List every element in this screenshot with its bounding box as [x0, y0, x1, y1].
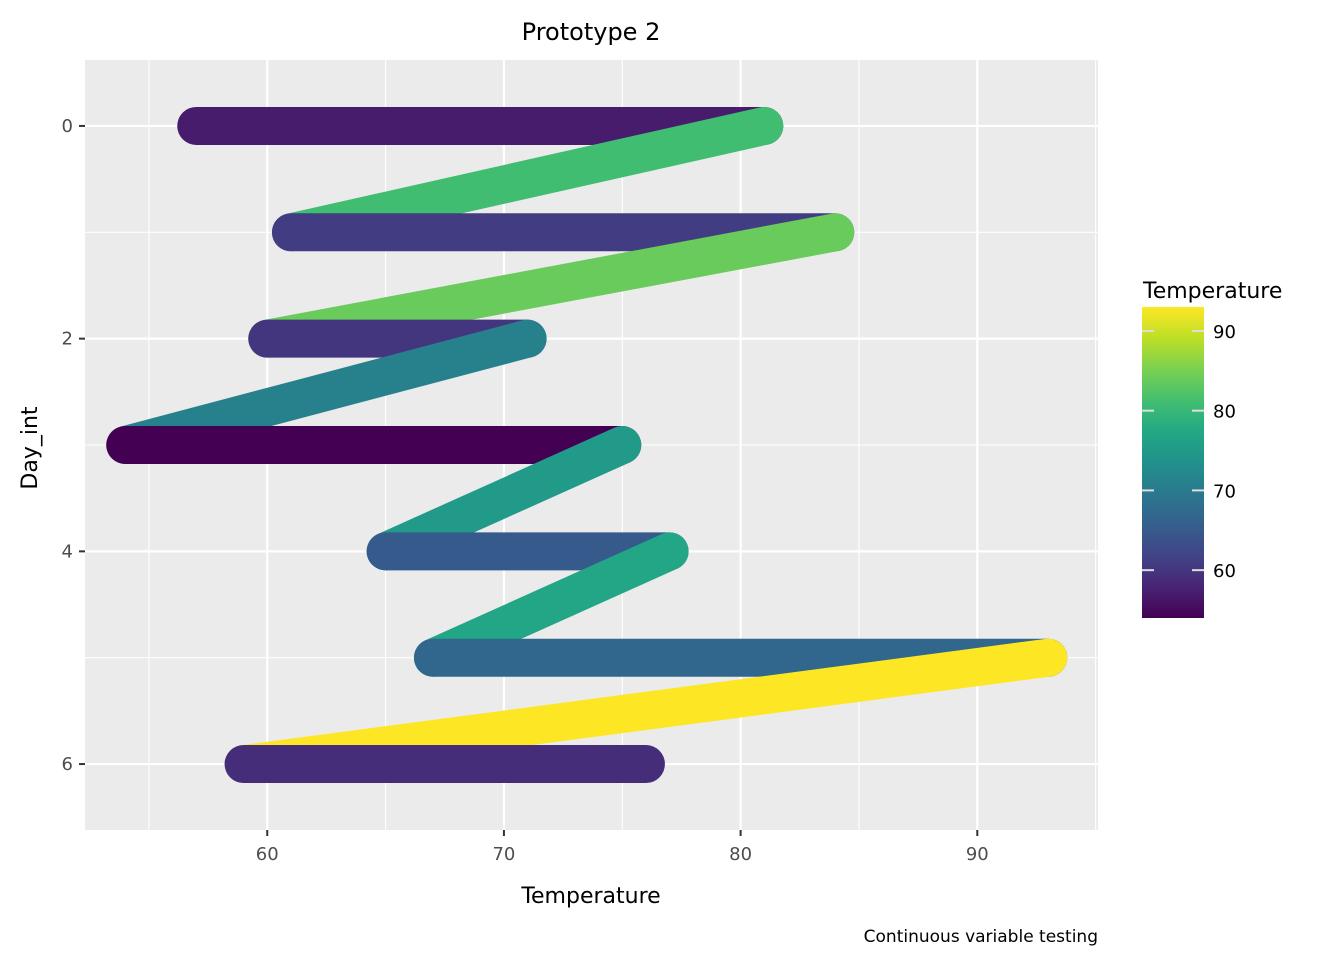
legend-tick-label: 60	[1213, 561, 1236, 582]
x-tick-label: 60	[256, 844, 279, 865]
y-axis-label: Day_int	[18, 406, 43, 489]
x-tick-label: 80	[729, 844, 752, 865]
caption: Continuous variable testing	[864, 927, 1098, 947]
x-axis: 60 70 80 90	[256, 830, 989, 865]
legend-tick-label: 70	[1213, 481, 1236, 502]
y-tick-label: 6	[62, 754, 73, 775]
legend-tick-label: 90	[1213, 322, 1236, 343]
chart-title: Prototype 2	[522, 18, 661, 46]
y-tick-label: 0	[62, 116, 73, 137]
data-path	[106, 106, 1068, 784]
x-tick-label: 70	[492, 844, 515, 865]
x-tick-label: 90	[966, 844, 989, 865]
legend-tick-label: 80	[1213, 402, 1236, 423]
legend-title: Temperature	[1142, 279, 1282, 304]
y-tick-label: 4	[62, 541, 73, 562]
y-tick-label: 2	[62, 329, 73, 350]
x-axis-label: Temperature	[520, 884, 660, 909]
color-legend: Temperature 60 70 80 90	[1142, 279, 1282, 618]
colorbar	[1142, 307, 1204, 618]
y-axis: 0 2 4 6	[62, 116, 85, 775]
